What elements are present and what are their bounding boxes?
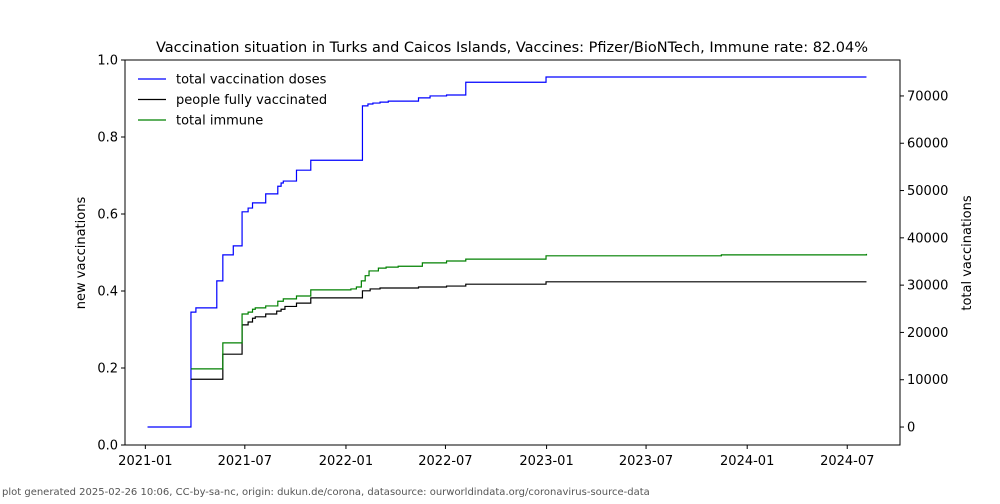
right-tick-label: 0 bbox=[907, 421, 915, 436]
footer-note: plot generated 2025-02-26 10:06, CC-by-s… bbox=[2, 487, 650, 498]
right-tick-label: 30000 bbox=[907, 279, 948, 294]
left-tick-label: 0.0 bbox=[97, 439, 118, 454]
legend-label-2: total immune bbox=[176, 114, 263, 129]
right-tick-label: 40000 bbox=[907, 231, 948, 246]
legend-label-1: people fully vaccinated bbox=[176, 93, 327, 108]
right-tick-label: 10000 bbox=[907, 373, 948, 388]
x-tick-label: 2023-07 bbox=[619, 454, 673, 469]
x-tick-label: 2024-01 bbox=[720, 454, 774, 469]
right-tick-label: 50000 bbox=[907, 184, 948, 199]
left-tick-label: 0.2 bbox=[97, 362, 118, 377]
series-line-1 bbox=[190, 281, 867, 380]
series-line-2 bbox=[190, 253, 868, 370]
left-tick-label: 0.4 bbox=[97, 285, 118, 300]
x-tick-label: 2022-07 bbox=[418, 454, 472, 469]
x-tick-label: 2022-01 bbox=[319, 454, 373, 469]
x-tick-label: 2021-01 bbox=[118, 454, 172, 469]
chart-title: Vaccination situation in Turks and Caico… bbox=[156, 40, 868, 56]
left-tick-label: 1.0 bbox=[97, 54, 118, 69]
left-tick-label: 0.6 bbox=[97, 208, 118, 223]
legend-label-0: total vaccination doses bbox=[176, 73, 327, 88]
legend: total vaccination doses people fully vacc… bbox=[138, 73, 327, 129]
right-tick-label: 20000 bbox=[907, 326, 948, 341]
plot-frame bbox=[124, 59, 901, 446]
right-axis-label: total vaccinations bbox=[960, 195, 975, 311]
right-tick-label: 70000 bbox=[907, 89, 948, 104]
right-tick-label: 60000 bbox=[907, 137, 948, 152]
x-tick-label: 2023-01 bbox=[519, 454, 573, 469]
left-tick-label: 0.8 bbox=[97, 131, 118, 146]
x-tick-label: 2021-07 bbox=[218, 454, 272, 469]
x-tick-label: 2024-07 bbox=[820, 454, 874, 469]
series-line-0 bbox=[147, 76, 867, 428]
left-axis-label: new vaccinations bbox=[74, 197, 89, 310]
